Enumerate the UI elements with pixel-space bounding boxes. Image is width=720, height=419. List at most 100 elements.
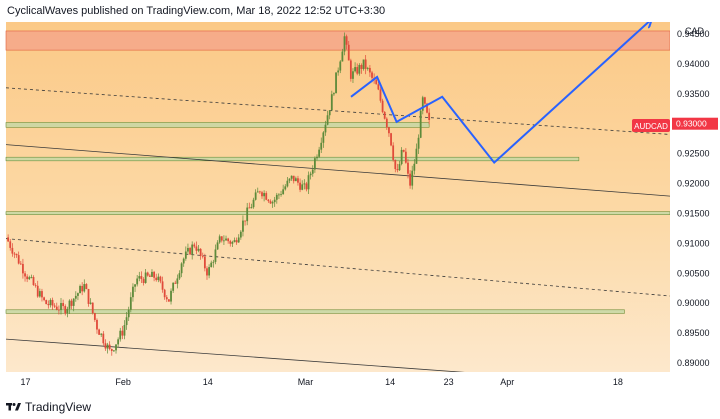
candle-body (146, 272, 149, 276)
candle (223, 235, 225, 245)
time-tick-label: 14 (203, 377, 213, 387)
support-zone-2 (5, 156, 580, 162)
candle-body (390, 133, 392, 146)
price-tick-label: 0.91500 (677, 208, 710, 218)
candle (49, 298, 52, 308)
candle-body (320, 142, 323, 150)
candle (132, 283, 134, 302)
candle (32, 275, 35, 286)
price-axis[interactable] (670, 22, 720, 372)
price-tick-label: 0.90500 (677, 268, 710, 278)
candle-body (77, 293, 79, 296)
candle (328, 110, 331, 120)
candle (119, 327, 122, 342)
candle (123, 320, 126, 340)
brand-label: TradingView (25, 400, 92, 414)
price-chart[interactable]: 0.94500 0.94000 0.93500 0.93000 0.92500 0.920… (0, 22, 720, 395)
candle-body (326, 115, 329, 125)
candle-body (180, 263, 183, 274)
candle (26, 274, 29, 283)
candle (246, 202, 249, 226)
price-tick-label: 0.89000 (677, 358, 710, 368)
candle-body (341, 51, 344, 62)
candle-body (26, 276, 29, 280)
last-price-badge: 0.93000 (672, 117, 718, 130)
candle (93, 312, 96, 322)
candle (115, 344, 117, 354)
candle-body (220, 236, 223, 241)
candle (104, 339, 107, 351)
candle (341, 48, 344, 62)
candle (216, 240, 219, 250)
candle (11, 243, 14, 257)
candle-body (413, 163, 416, 171)
candle (402, 149, 405, 153)
candle (398, 160, 401, 171)
candle-body (189, 247, 191, 255)
candle-body (117, 339, 120, 345)
candle-body (41, 291, 43, 298)
candle-body (178, 273, 181, 279)
candle-body (165, 297, 168, 300)
candle (326, 110, 329, 126)
candle (231, 240, 234, 247)
candle (208, 264, 211, 279)
candle-body (428, 112, 431, 120)
candle (19, 260, 22, 265)
candle-body (385, 118, 388, 128)
candle-body (216, 242, 219, 250)
candle-body (144, 272, 147, 283)
symbol-label: AUDCAD (634, 122, 668, 131)
candle (261, 190, 263, 199)
candle (138, 271, 141, 282)
candle-body (79, 285, 81, 294)
candle-body (258, 191, 261, 193)
candle-body (398, 164, 401, 171)
candle-body (333, 93, 335, 95)
candle (121, 325, 124, 340)
candle-body (218, 236, 221, 243)
candle-body (335, 72, 337, 94)
candle-body (155, 277, 158, 281)
candle-body (225, 238, 227, 241)
candle (225, 235, 227, 241)
candle (159, 275, 162, 284)
candle (294, 176, 297, 182)
candle-body (138, 276, 141, 279)
candle-body (140, 276, 143, 280)
candle (282, 184, 285, 195)
candle (79, 284, 81, 294)
candle (301, 180, 304, 191)
candle-body (32, 277, 35, 285)
candle (269, 199, 272, 204)
candle (43, 296, 45, 302)
candle (424, 96, 426, 105)
candle (15, 253, 18, 258)
candle (385, 117, 388, 130)
candle (41, 288, 43, 302)
candle-body (239, 231, 242, 238)
candle (235, 237, 238, 245)
candle (404, 148, 407, 164)
time-axis[interactable] (0, 372, 720, 395)
candle-body (322, 132, 325, 143)
candle (13, 252, 16, 259)
candle (142, 277, 145, 286)
candle-body (235, 240, 238, 243)
chart-canvas[interactable]: 0.94500 0.94000 0.93500 0.93000 0.92500 0.920… (0, 22, 720, 395)
candle-body (301, 184, 304, 190)
candle-body (81, 285, 84, 292)
candle-body (316, 156, 318, 159)
candle-body (47, 304, 50, 306)
candle (419, 109, 422, 139)
candle (368, 64, 371, 77)
candle-body (24, 273, 26, 277)
candle (330, 90, 333, 111)
candle-body (119, 330, 122, 340)
candle (309, 171, 312, 180)
candle-body (328, 110, 331, 116)
candle-body (159, 276, 162, 282)
candle (318, 146, 321, 159)
candle (106, 342, 109, 354)
candle-body (197, 248, 200, 251)
